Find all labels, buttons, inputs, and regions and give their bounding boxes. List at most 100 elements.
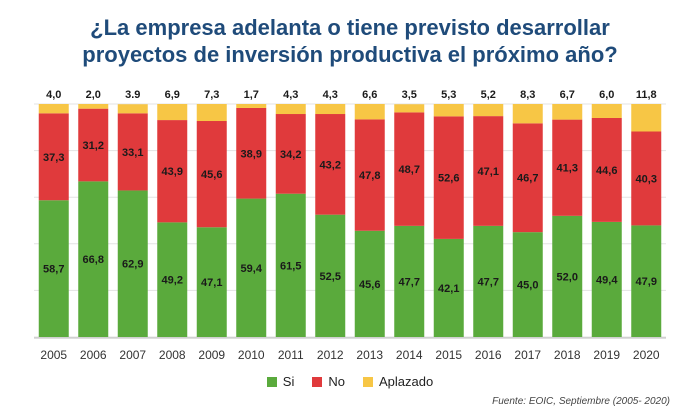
bar-aplazado-2013 (354, 104, 385, 120)
data-label-si-2009: 47,1 (201, 277, 222, 289)
bar-si-2016 (473, 225, 504, 337)
chart-title-line-1: ¿La empresa adelanta o tiene previsto de… (90, 15, 610, 40)
x-tick-label-2015: 2015 (435, 348, 462, 362)
bar-no-2017 (512, 123, 543, 233)
data-label-no-2018: 41,3 (557, 163, 578, 175)
bar-aplazado-2010 (236, 104, 267, 108)
bar-no-2008 (157, 120, 188, 223)
data-label-no-2005: 37,3 (43, 152, 64, 164)
bar-no-2019 (591, 117, 622, 222)
data-label-aplazado-2010: 1,7 (244, 89, 259, 101)
data-label-no-2019: 44,6 (596, 165, 617, 177)
chart-title-line-2: proyectos de inversión productiva el pró… (82, 42, 618, 67)
data-label-aplazado-2018: 6,7 (560, 89, 575, 101)
data-label-no-2008: 43,9 (162, 166, 183, 178)
data-label-aplazado-2016: 5,2 (481, 89, 496, 101)
x-tick-label-2008: 2008 (159, 348, 186, 362)
x-tick-label-2012: 2012 (317, 348, 344, 362)
bar-si-2009 (196, 227, 227, 337)
data-label-si-2015: 42,1 (438, 283, 459, 295)
bar-aplazado-2014 (394, 104, 425, 113)
bar-si-2015 (433, 238, 464, 337)
bar-no-2009 (196, 121, 227, 228)
bar-aplazado-2009 (196, 104, 227, 122)
x-tick-label-2016: 2016 (475, 348, 502, 362)
data-label-si-2014: 47,7 (399, 276, 420, 288)
bar-no-2014 (394, 112, 425, 226)
bar-no-2015 (433, 116, 464, 239)
bar-aplazado-2017 (512, 104, 543, 124)
bar-no-2007 (117, 113, 148, 191)
data-label-aplazado-2007: 3.9 (125, 89, 140, 101)
legend-label-aplazado: Aplazado (378, 374, 434, 389)
legend-swatch-aplazado (362, 376, 373, 387)
bar-no-2006 (78, 108, 109, 182)
bar-si-2006 (78, 181, 109, 337)
bar-aplazado-2018 (552, 104, 583, 120)
bar-si-2019 (591, 221, 622, 337)
data-label-no-2013: 47,8 (359, 170, 380, 182)
x-tick-label-2014: 2014 (396, 348, 423, 362)
bar-aplazado-2020 (631, 104, 662, 132)
data-label-no-2006: 31,2 (83, 140, 104, 152)
bar-no-2012 (315, 114, 346, 215)
x-tick-label-2020: 2020 (633, 348, 660, 362)
data-label-aplazado-2017: 8,3 (520, 89, 535, 101)
data-label-si-2012: 52,5 (320, 271, 341, 283)
x-tick-label-2017: 2017 (514, 348, 541, 362)
data-label-si-2008: 49,2 (162, 275, 183, 287)
x-tick-label-2018: 2018 (554, 348, 581, 362)
bar-si-2012 (315, 214, 346, 337)
data-label-si-2005: 58,7 (43, 264, 64, 276)
legend-item-aplazado: Aplazado (362, 374, 434, 389)
bar-aplazado-2012 (315, 104, 346, 115)
chart-title: ¿La empresa adelanta o tiene previsto de… (0, 14, 700, 68)
bar-no-2005 (38, 113, 69, 201)
data-label-no-2010: 38,9 (241, 148, 262, 160)
bar-si-2017 (512, 232, 543, 337)
bar-aplazado-2015 (433, 104, 464, 117)
data-label-no-2009: 45,6 (201, 169, 222, 181)
legend-item-no: No (312, 374, 345, 389)
bar-aplazado-2007 (117, 104, 148, 114)
data-label-si-2010: 59,4 (241, 263, 263, 275)
bar-si-2014 (394, 225, 425, 337)
data-label-aplazado-2015: 5,3 (441, 89, 456, 101)
bar-si-2018 (552, 215, 583, 337)
bar-aplazado-2006 (78, 104, 109, 109)
x-tick-label-2010: 2010 (238, 348, 265, 362)
chart-legend: Si No Aplazado (0, 374, 700, 389)
x-tick-label-2007: 2007 (119, 348, 146, 362)
x-tick-label-2011: 2011 (278, 348, 304, 362)
x-tick-label-2006: 2006 (80, 348, 107, 362)
bar-si-2013 (354, 230, 385, 337)
x-tick-label-2013: 2013 (356, 348, 383, 362)
data-label-si-2006: 66,8 (83, 254, 104, 266)
legend-label-si: Si (282, 374, 295, 389)
data-label-aplazado-2005: 4,0 (46, 89, 61, 101)
data-label-si-2011: 61,5 (280, 260, 301, 272)
data-label-no-2007: 33,1 (122, 147, 143, 159)
data-label-aplazado-2008: 6,9 (165, 89, 180, 101)
data-label-aplazado-2012: 4,3 (323, 89, 338, 101)
data-label-no-2017: 46,7 (517, 173, 538, 185)
bar-aplazado-2011 (275, 104, 306, 115)
data-label-si-2017: 45,0 (517, 280, 538, 292)
data-label-aplazado-2011: 4,3 (283, 89, 298, 101)
data-label-si-2019: 49,4 (596, 274, 618, 286)
bar-si-2005 (38, 200, 69, 337)
x-tick-label-2005: 2005 (40, 348, 67, 362)
legend-swatch-no (312, 376, 323, 387)
bar-aplazado-2016 (473, 104, 504, 117)
bar-no-2020 (631, 131, 662, 226)
data-label-no-2014: 48,7 (399, 164, 420, 176)
data-label-si-2018: 52,0 (557, 271, 578, 283)
bar-no-2018 (552, 119, 583, 216)
data-label-aplazado-2014: 3,5 (402, 89, 417, 101)
bar-si-2007 (117, 190, 148, 337)
data-label-no-2020: 40,3 (636, 173, 657, 185)
data-label-aplazado-2019: 6,0 (599, 89, 614, 101)
data-label-si-2016: 47,7 (478, 276, 499, 288)
bar-si-2008 (157, 222, 188, 337)
